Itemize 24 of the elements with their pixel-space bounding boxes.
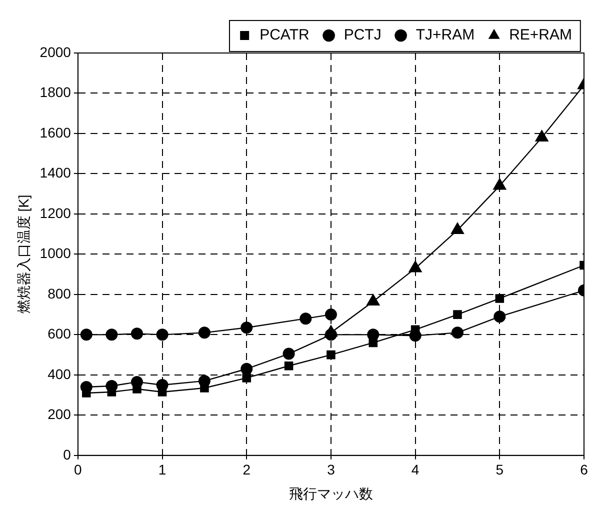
y-tick-label: 0	[63, 446, 72, 462]
x-axis-title: 飛行マッハ数	[288, 485, 373, 502]
y-tick-label: 600	[48, 326, 72, 342]
y-tick-label: 1200	[40, 204, 72, 221]
y-tick-label: 800	[48, 285, 72, 302]
y-tick-label: 400	[48, 366, 72, 382]
legend-label: PCATR	[260, 26, 310, 44]
legend-label: TJ+RAM	[416, 26, 475, 44]
y-tick-label: 200	[48, 406, 72, 422]
x-tick-label: 0	[74, 462, 82, 478]
y-tick-label: 1400	[40, 164, 72, 181]
y-axis-title: 燃焼器入口温度 [K]	[15, 194, 32, 314]
x-tick-label: 1	[158, 462, 166, 478]
x-tick-label: 3	[327, 462, 336, 478]
x-tick-label: 4	[411, 462, 420, 478]
y-tick-label: 1600	[40, 124, 72, 140]
y-tick-label: 2000	[40, 44, 72, 60]
legend-label: PCTJ	[344, 26, 382, 44]
y-tick-label: 1800	[40, 84, 72, 100]
legend-label: RE+RAM	[509, 26, 572, 44]
y-tick-label: 1000	[40, 245, 72, 262]
x-tick-label: 6	[580, 462, 588, 478]
x-tick-label: 5	[496, 462, 504, 478]
x-tick-label: 2	[242, 462, 251, 478]
